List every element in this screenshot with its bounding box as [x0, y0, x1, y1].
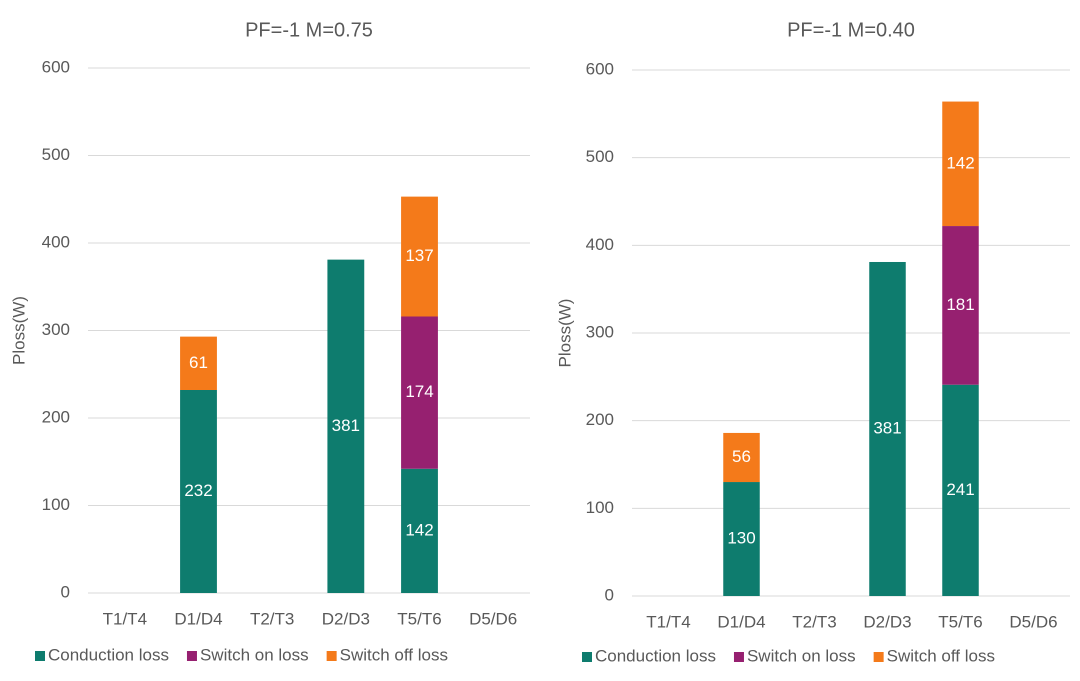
data-label: 130: [727, 529, 755, 548]
data-label: 232: [184, 481, 212, 500]
legend-label: Switch off loss: [887, 646, 995, 665]
legend-label: Conduction loss: [595, 646, 716, 665]
legend-label: Switch on loss: [747, 646, 856, 665]
bar-segment: [942, 384, 979, 596]
legend-swatch: [873, 652, 884, 662]
x-tick-label: D1/D4: [174, 609, 222, 628]
x-tick-label: D5/D6: [1009, 612, 1057, 631]
data-label: 56: [732, 447, 751, 466]
y-tick-label: 500: [586, 147, 614, 166]
data-label: 181: [946, 295, 974, 314]
x-tick-label: T1/T4: [646, 612, 690, 631]
legend-swatch: [35, 651, 45, 661]
y-tick-label: 600: [42, 57, 70, 76]
x-tick-label: D5/D6: [469, 609, 517, 628]
bar-segment: [401, 316, 438, 469]
bar-segment: [723, 432, 760, 483]
y-tick-label: 600: [586, 59, 614, 78]
data-label: 381: [873, 418, 901, 437]
y-tick-label: 200: [586, 410, 614, 429]
bar-segment: [942, 226, 979, 385]
bar-segment: [723, 482, 760, 596]
x-tick-label: T1/T4: [103, 609, 147, 628]
y-tick-label: 400: [586, 235, 614, 254]
legend-label: Conduction loss: [48, 645, 169, 664]
y-axis-label: Ploss(W): [9, 296, 28, 365]
data-label: 174: [405, 382, 433, 401]
y-tick-label: 0: [61, 582, 70, 601]
data-label: 142: [946, 153, 974, 172]
chart-title: PF=-1 M=0.75: [245, 19, 373, 41]
x-tick-label: T2/T3: [250, 609, 294, 628]
y-tick-label: 500: [42, 145, 70, 164]
chart-title: PF=-1 M=0.40: [787, 19, 915, 41]
x-tick-label: T5/T6: [397, 609, 441, 628]
bar-segment: [180, 390, 217, 593]
data-label: 241: [946, 480, 974, 499]
bar-segment: [327, 259, 365, 593]
x-tick-label: T2/T3: [792, 612, 836, 631]
legend-label: Switch on loss: [200, 645, 309, 664]
bar-segment: [180, 336, 217, 390]
x-tick-label: D2/D3: [322, 609, 370, 628]
y-tick-label: 200: [42, 407, 70, 426]
x-tick-label: D2/D3: [863, 612, 911, 631]
y-axis-label: Ploss(W): [555, 299, 574, 368]
bar-segment: [869, 261, 906, 596]
bar-segment: [401, 468, 438, 593]
bar-segment: [401, 196, 438, 317]
y-tick-label: 300: [586, 322, 614, 341]
y-tick-label: 0: [605, 585, 614, 604]
data-label: 142: [405, 520, 433, 539]
legend-swatch: [733, 652, 744, 662]
y-tick-label: 400: [42, 232, 70, 251]
data-label: 381: [332, 416, 360, 435]
data-label: 61: [189, 353, 208, 372]
y-tick-label: 300: [42, 320, 70, 339]
legend-swatch: [582, 652, 592, 662]
data-label: 137: [405, 246, 433, 265]
legend-swatch: [326, 651, 337, 661]
bar-segment: [942, 101, 979, 227]
y-tick-label: 100: [42, 495, 70, 514]
y-tick-label: 100: [586, 498, 614, 517]
legend-swatch: [186, 651, 197, 661]
x-tick-label: D1/D4: [717, 612, 765, 631]
legend-label: Switch off loss: [340, 645, 448, 664]
x-tick-label: T5/T6: [938, 612, 982, 631]
